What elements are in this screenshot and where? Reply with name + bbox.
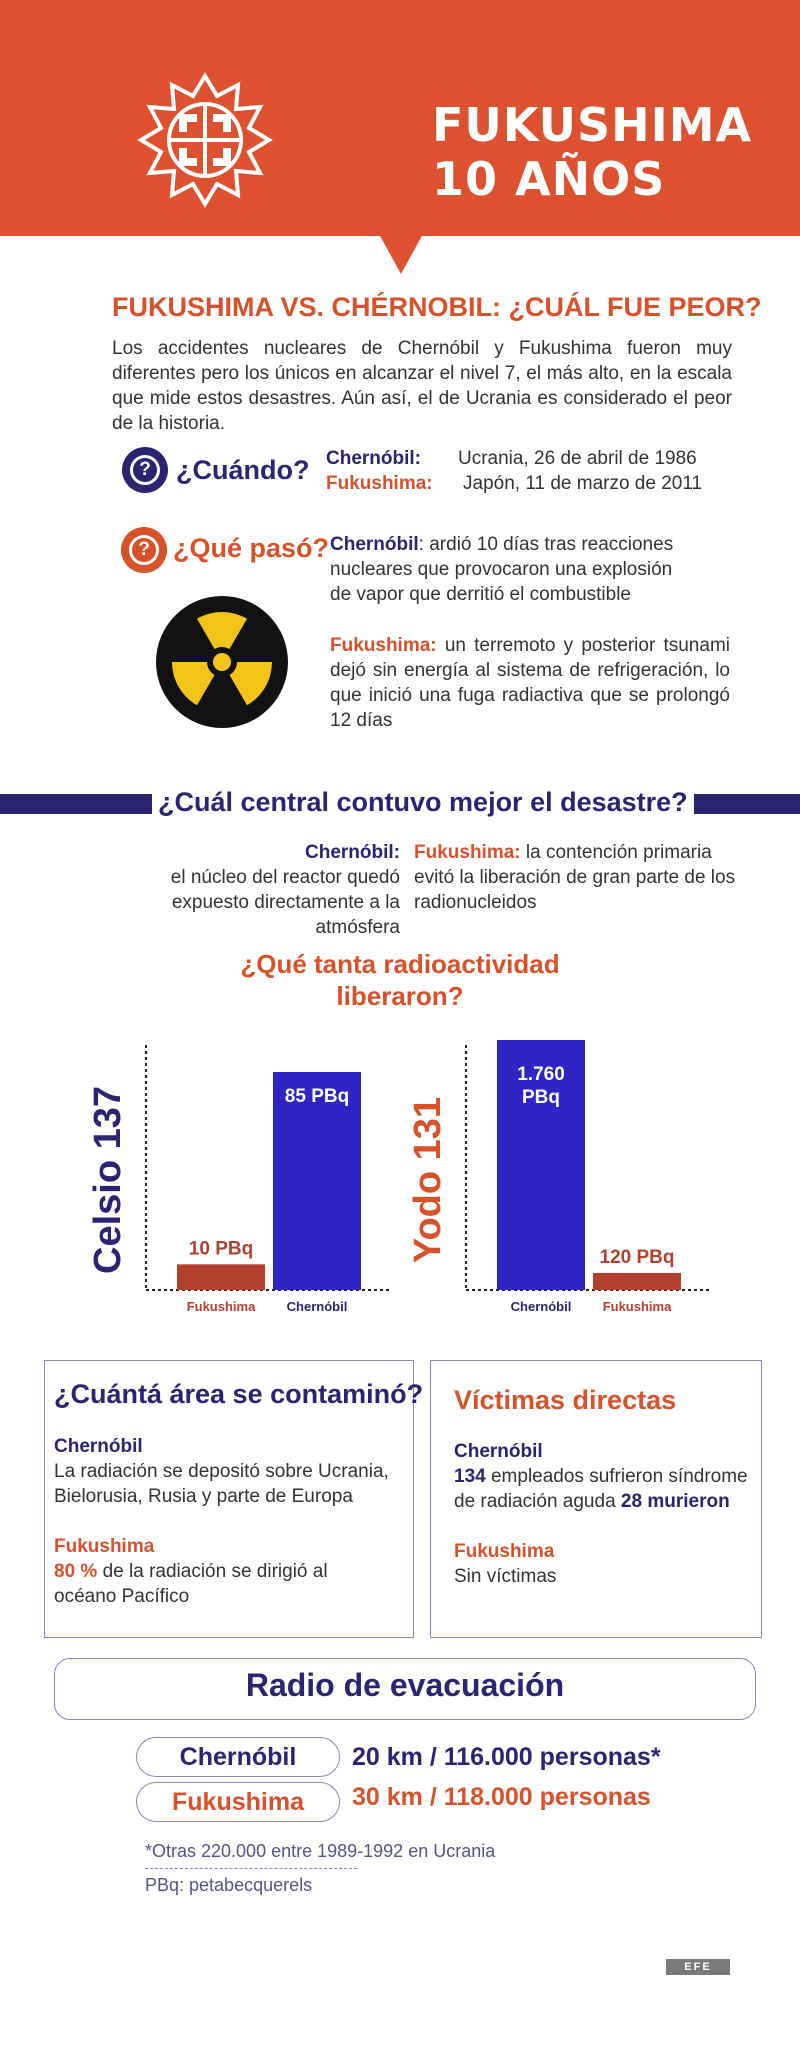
footnote-divider (145, 1868, 357, 1869)
intro-paragraph: Los accidentes nucleares de Chernóbil y … (112, 338, 732, 434)
footnote: *Otras 220.000 entre 1989-1992 en Ucrani… (145, 1841, 496, 1861)
when-fukushima-value: Japón, 11 de marzo de 2011 (463, 473, 703, 494)
logo-emblem-icon (137, 72, 273, 208)
data-label: 10 PBq (189, 1238, 253, 1259)
evac-chernobyl-value: 20 km / 116.000 personas* (352, 1743, 661, 1771)
what-fukushima: Fukushima: un terremoto y posterior tsun… (330, 635, 730, 731)
evac-fukushima-value: 30 km / 118.000 personas (352, 1783, 651, 1811)
bar (177, 1264, 265, 1290)
victims-fukushima: Fukushima Sin víctimas (454, 1541, 557, 1587)
what-label: ¿Qué pasó? (173, 533, 330, 563)
credit-logo: EFE (666, 1959, 730, 1975)
containment-fukushima: Fukushima: la contención primaria evitó … (414, 842, 736, 913)
data-label: 85 PBq (285, 1086, 349, 1107)
evacuation-header-box (54, 1658, 756, 1720)
containment-chernobyl: Chernóbil: el núcleo del reactor quedó e… (170, 842, 400, 938)
title-line-2: 10 AÑOS (432, 152, 666, 206)
page-title: FUKUSHIMA 10 AÑOS (432, 98, 752, 206)
section-title: FUKUSHIMA VS. CHÉRNOBIL: ¿CUÁL FUE PEOR? (112, 292, 762, 322)
data-label: 1.760 (517, 1064, 565, 1085)
data-label: 120 PBq (600, 1247, 675, 1268)
category-label: Fukushima (187, 1299, 256, 1314)
evac-fukushima-pill: Fukushima (136, 1782, 340, 1822)
evac-chernobyl-pill: Chernóbil (136, 1737, 340, 1777)
area-fukushima: Fukushima 80 % de la radiación se dirigi… (54, 1536, 328, 1607)
when-label: ¿Cuándo? (176, 455, 310, 485)
chart-title: Yodo 131 (410, 1097, 449, 1263)
when-chernobyl-value: Ucrania, 26 de abril de 1986 (458, 448, 697, 469)
radiation-icon (156, 596, 288, 728)
category-label: Fukushima (603, 1299, 672, 1314)
bar (497, 1040, 585, 1290)
header-banner (0, 0, 800, 236)
when-fukushima: Fukushima: (326, 473, 433, 494)
containment-title: ¿Cuál central contuvo mejor el desastre? (152, 787, 694, 818)
radioactivity-title: ¿Qué tanta radioactividad liberaron? (240, 949, 560, 1011)
question-icon: ? (121, 527, 167, 573)
area-chernobyl: Chernóbil La radiación se depositó sobre… (54, 1436, 389, 1507)
category-label: Chernóbil (287, 1299, 348, 1314)
victims-title: Víctimas directas (454, 1385, 677, 1415)
victims-box (430, 1360, 762, 1638)
chart-celsio-137: Celsio 137 10 PBq Fukushima 85 PBq Chernóbil (90, 1045, 392, 1314)
when-chernobyl: Chernóbil: (326, 448, 421, 469)
title-line-1: FUKUSHIMA (432, 98, 753, 152)
what-chernobyl: Chernóbil: ardió 10 días tras reacciones… (330, 534, 674, 605)
chart-title: Celsio 137 (90, 1086, 129, 1274)
question-icon: ? (122, 447, 168, 493)
data-label-unit: PBq (522, 1087, 560, 1108)
area-title: ¿Cuántá área se contaminó? (54, 1379, 424, 1409)
evacuation-title: Radio de evacuación (245, 1667, 565, 1703)
abbreviation-note: PBq: petabecquerels (145, 1875, 313, 1895)
victims-chernobyl: Chernóbil 134 empleados sufrieron síndro… (454, 1441, 748, 1512)
category-label: Chernóbil (511, 1299, 572, 1314)
header-pointer (379, 234, 423, 274)
bar (273, 1072, 361, 1290)
area-box (44, 1360, 414, 1638)
bar (593, 1272, 681, 1290)
